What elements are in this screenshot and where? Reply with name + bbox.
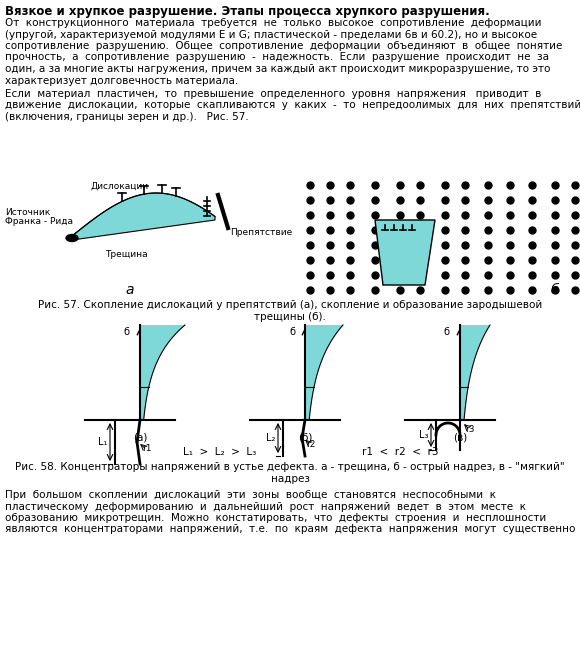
Text: (а): (а) (133, 433, 147, 443)
Text: Препятствие: Препятствие (230, 228, 292, 237)
Polygon shape (305, 325, 343, 420)
Text: б: б (124, 327, 130, 337)
Polygon shape (460, 325, 490, 420)
Text: r2: r2 (306, 440, 316, 449)
Text: Дислокации: Дислокации (91, 182, 149, 191)
Text: r3: r3 (465, 425, 474, 434)
Text: пластическому  деформированию  и  дальнейший  рост  напряжений  ведет  в  этом  : пластическому деформированию и дальнейши… (5, 501, 526, 511)
Text: r1: r1 (142, 444, 151, 453)
Text: б: б (444, 327, 450, 337)
Text: (б): (б) (298, 433, 312, 443)
Text: Рис. 57. Скопление дислокаций у препятствий (а), скопление и образование зародыш: Рис. 57. Скопление дислокаций у препятст… (38, 300, 542, 310)
Text: являются  концентраторами  напряжений,  т.е.  по  краям  дефекта  напряжения  мо: являются концентраторами напряжений, т.е… (5, 524, 575, 534)
Text: надрез: надрез (270, 474, 310, 484)
Text: (упругой, характеризуемой модулями E и G; пластической - пределами 6в и 60.2), н: (упругой, характеризуемой модулями E и G… (5, 30, 537, 39)
Text: один, а за многие акты нагружения, причем за каждый акт происходит микроразрушен: один, а за многие акты нагружения, приче… (5, 64, 550, 74)
Polygon shape (72, 193, 215, 240)
Text: Рис. 58. Концентраторы напряжений в устье дефекта. а - трещина, б - острый надре: Рис. 58. Концентраторы напряжений в усть… (15, 462, 565, 472)
Text: характеризует долговечность материала.: характеризует долговечность материала. (5, 76, 238, 86)
Text: Если  материал  пластичен,  то  превышение  определенного  уровня  напряжения   : Если материал пластичен, то превышение о… (5, 89, 541, 99)
Text: При  большом  скоплении  дислокаций  эти  зоны  вообще  становятся  неспособными: При большом скоплении дислокаций эти зон… (5, 490, 496, 500)
Text: От  конструкционного  материала  требуется  не  только  высокое  сопротивление  : От конструкционного материала требуется … (5, 18, 542, 28)
Text: Трещина: Трещина (105, 250, 148, 259)
Polygon shape (140, 325, 185, 420)
Text: сопротивление  разрушению.  Общее  сопротивление  деформации  объединяют  в  общ: сопротивление разрушению. Общее сопротив… (5, 41, 563, 51)
Text: трещины (б).: трещины (б). (254, 312, 326, 322)
Text: L₃: L₃ (419, 430, 428, 440)
Text: L₂: L₂ (266, 433, 275, 443)
Text: r1  <  r2  <  r3: r1 < r2 < r3 (362, 447, 438, 457)
Text: Источник: Источник (5, 208, 50, 217)
Text: (включения, границы зерен и др.).   Рис. 57.: (включения, границы зерен и др.). Рис. 5… (5, 112, 249, 122)
Text: L₁: L₁ (97, 437, 107, 447)
Text: Франка - Рида: Франка - Рида (5, 217, 73, 226)
Text: б: б (551, 283, 559, 297)
Text: б: б (289, 327, 295, 337)
Text: а: а (126, 283, 134, 297)
Text: (в): (в) (453, 433, 467, 443)
Ellipse shape (66, 234, 78, 241)
Text: прочность,  а  сопротивление  разрушению  -  надежность.  Если  разрушение  прои: прочность, а сопротивление разрушению - … (5, 53, 549, 63)
Text: Вязкое и хрупкое разрушение. Этапы процесса хрупкого разрушения.: Вязкое и хрупкое разрушение. Этапы проце… (5, 5, 490, 18)
Text: L₁  >  L₂  >  L₃: L₁ > L₂ > L₃ (183, 447, 256, 457)
Text: движение  дислокации,  которые  скапливаются  у  каких  -  то  непредоолимых  дл: движение дислокации, которые скапливаютс… (5, 101, 580, 111)
Text: образованию  микротрещин.  Можно  констатировать,  что  дефекты  строения  и  не: образованию микротрещин. Можно констатир… (5, 513, 546, 523)
Polygon shape (375, 220, 435, 285)
